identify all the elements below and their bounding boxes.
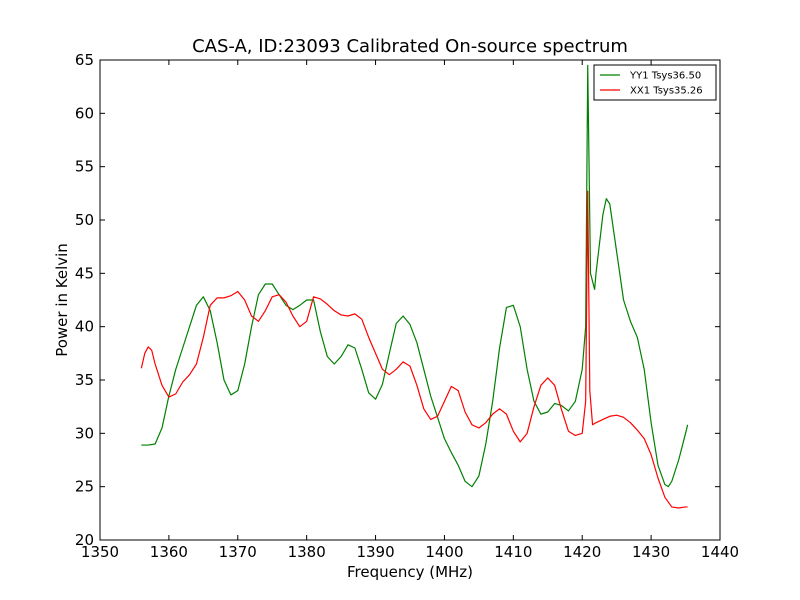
- legend: YY1 Tsys36.50 XX1 Tsys35.26: [593, 64, 717, 101]
- plot-frame: [99, 59, 721, 541]
- legend-entry-xx1: XX1 Tsys35.26: [630, 86, 703, 97]
- chart-title: CAS-A, ID:23093 Calibrated On-source spe…: [192, 36, 628, 57]
- x-axis-label: Frequency (MHz): [347, 563, 473, 581]
- x-tick-label: 1420: [563, 543, 601, 561]
- legend-box: [593, 64, 717, 101]
- plot-background: [100, 60, 720, 540]
- x-tick-label: 1370: [219, 543, 257, 561]
- x-tick-label: 1400: [425, 543, 463, 561]
- y-tick-label: 45: [75, 264, 94, 282]
- y-tick-label: 55: [75, 158, 94, 176]
- x-tick-label: 1440: [701, 543, 739, 561]
- x-axis: 1350 1360 1370 1380 1390 1400 1410 1420 1430 1440: [81, 60, 739, 561]
- y-tick-label: 25: [75, 478, 94, 496]
- series-line-yy1: [141, 64, 689, 488]
- y-tick-label: 35: [75, 371, 94, 389]
- y-tick-label: 50: [75, 211, 94, 229]
- x-tick-label: 1430: [632, 543, 670, 561]
- y-tick-label: 60: [75, 104, 94, 122]
- x-tick-label: 1390: [356, 543, 394, 561]
- x-tick-label: 1380: [288, 543, 326, 561]
- x-tick-label: 1360: [150, 543, 188, 561]
- series-line-xx1: [140, 190, 688, 509]
- y-tick-label: 20: [75, 531, 94, 549]
- plot-area: 1350 1360 1370 1380 1390 1400 1410 1420 1430 1440…: [75, 51, 739, 561]
- series-layer: [140, 64, 689, 509]
- y-axis: 20 25 30 35 40 45 50 55 60 65: [75, 51, 720, 549]
- x-tick-label: 1410: [494, 543, 532, 561]
- y-axis-label: Power in Kelvin: [53, 243, 71, 357]
- x-tick-label: 1350: [81, 543, 119, 561]
- y-tick-label: 30: [75, 424, 94, 442]
- y-tick-label: 65: [75, 51, 94, 69]
- legend-entry-yy1: YY1 Tsys36.50: [629, 71, 701, 82]
- y-tick-label: 40: [75, 318, 94, 336]
